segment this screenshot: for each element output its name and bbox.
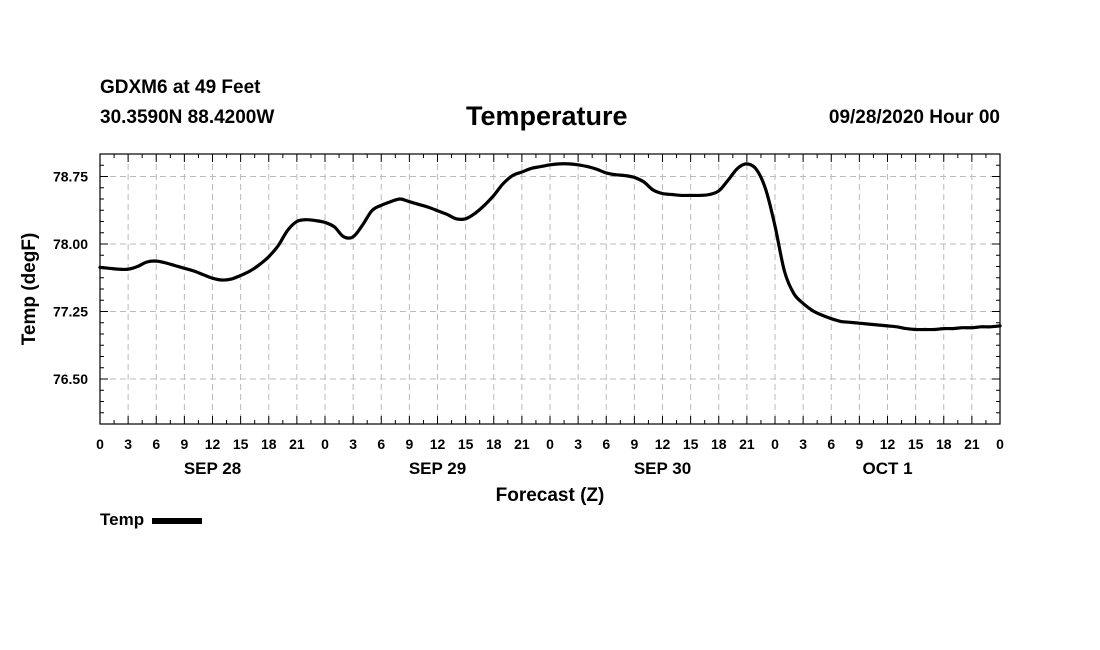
x-tick-label: 9 (855, 436, 863, 452)
chart-title: Temperature (466, 101, 628, 131)
x-tick-label: 12 (430, 436, 446, 452)
x-tick-label: 18 (936, 436, 952, 452)
legend-label: Temp (100, 510, 145, 529)
x-tick-label: 0 (546, 436, 554, 452)
x-tick-label: 6 (377, 436, 385, 452)
x-tick-label: 3 (799, 436, 807, 452)
x-tick-label: 3 (349, 436, 357, 452)
x-day-label: SEP 30 (634, 459, 691, 478)
y-axis-title: Temp (degF) (19, 233, 40, 346)
x-tick-label: 3 (574, 436, 582, 452)
x-tick-label: 18 (261, 436, 277, 452)
x-tick-label: 6 (152, 436, 160, 452)
x-tick-label: 21 (289, 436, 305, 452)
x-tick-label: 12 (655, 436, 671, 452)
y-tick-label: 77.25 (53, 304, 88, 320)
x-tick-label: 21 (514, 436, 530, 452)
coordinates-label: 30.3590N 88.4200W (100, 107, 275, 128)
x-tick-label: 0 (771, 436, 779, 452)
x-tick-label: 9 (405, 436, 413, 452)
x-tick-label: 12 (880, 436, 896, 452)
x-day-label: SEP 28 (184, 459, 241, 478)
x-tick-label: 15 (908, 436, 924, 452)
x-axis-title: Forecast (Z) (496, 485, 605, 506)
x-tick-label: 15 (233, 436, 249, 452)
x-tick-label: 18 (486, 436, 502, 452)
x-tick-label: 21 (964, 436, 980, 452)
legend-line-swatch (152, 517, 203, 524)
x-tick-label: 6 (827, 436, 835, 452)
y-tick-label: 78.00 (53, 236, 88, 252)
x-tick-label: 15 (683, 436, 699, 452)
x-tick-label: 0 (321, 436, 329, 452)
x-day-label: SEP 29 (409, 459, 466, 478)
y-tick-label: 78.75 (53, 169, 88, 185)
x-tick-label: 0 (996, 436, 1004, 452)
station-label: GDXM6 at 49 Feet (100, 77, 261, 98)
x-tick-label: 12 (205, 436, 221, 452)
y-tick-label: 76.50 (53, 371, 88, 387)
x-tick-label: 9 (630, 436, 638, 452)
x-tick-label: 15 (458, 436, 474, 452)
x-day-label: OCT 1 (862, 459, 912, 478)
temp-series-line (98, 162, 1002, 332)
x-tick-label: 0 (96, 436, 104, 452)
x-tick-label: 21 (739, 436, 755, 452)
x-tick-label: 9 (180, 436, 188, 452)
legend: Temp (100, 510, 203, 530)
x-tick-label: 3 (124, 436, 132, 452)
x-tick-label: 6 (602, 436, 610, 452)
forecast-datetime: 09/28/2020 Hour 00 (828, 107, 1000, 128)
x-tick-label: 18 (711, 436, 727, 452)
